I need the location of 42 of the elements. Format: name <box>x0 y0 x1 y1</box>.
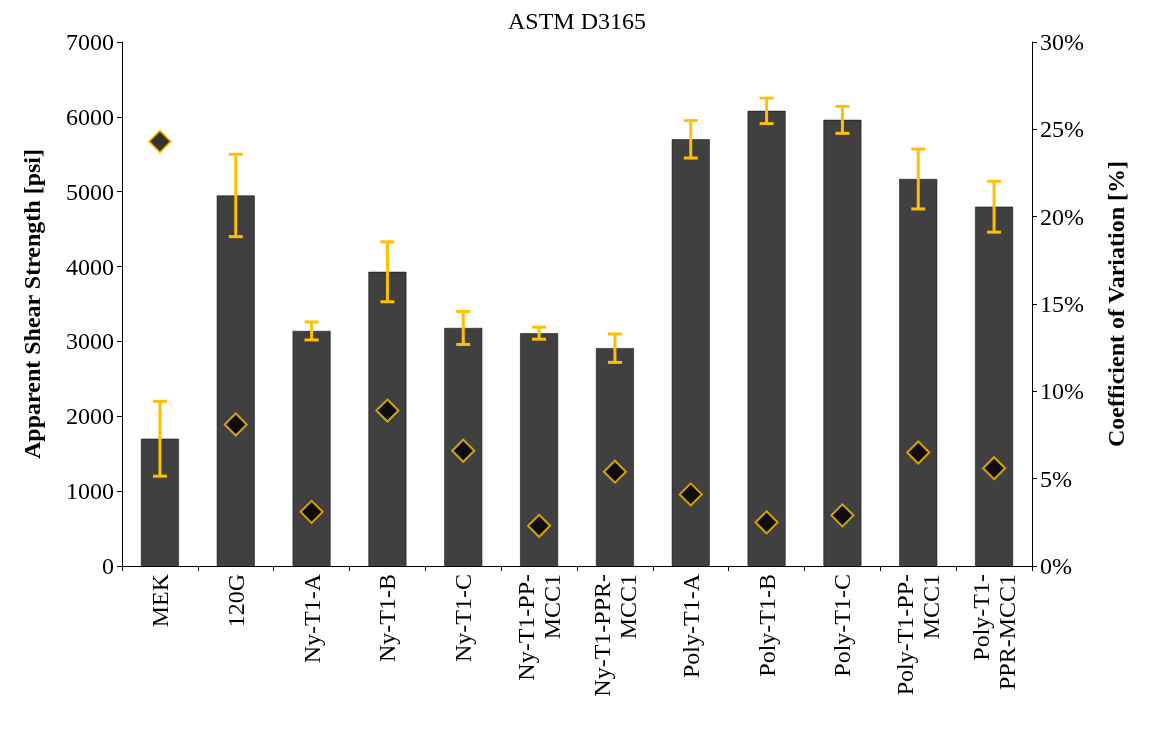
y-tick-label: 3000 <box>66 328 114 355</box>
y-tick-label: 4000 <box>66 253 114 280</box>
y-tick-label: 7000 <box>66 29 114 55</box>
y2-tick-label: 25% <box>1040 116 1084 143</box>
x-tick-label: Poly-T1-PPR-MCC1 <box>968 574 1021 691</box>
point <box>906 440 931 465</box>
point <box>375 398 400 423</box>
point <box>223 412 248 437</box>
point <box>527 513 552 538</box>
point <box>299 499 324 524</box>
point <box>982 456 1007 481</box>
x-tick-label: Poly-T1-A <box>677 573 704 678</box>
y-tick-label: 6000 <box>66 103 114 130</box>
y-tick-label: 2000 <box>66 403 114 430</box>
x-tick-label: Poly-T1-B <box>753 574 780 677</box>
x-tick-label: MEK <box>146 573 173 628</box>
y2-tick-label: 15% <box>1040 291 1084 317</box>
chart-title: ASTM D3165 <box>507 8 647 34</box>
point <box>147 129 172 154</box>
x-tick-label: Ny-T1-A <box>298 573 325 664</box>
y-tick-label: 1000 <box>66 478 114 505</box>
y-axis-title: Apparent Shear Strength [psi] <box>19 148 45 460</box>
y2-tick-label: 0% <box>1040 553 1072 579</box>
point <box>451 438 476 463</box>
y2-tick-label: 20% <box>1040 203 1084 230</box>
y2-axis-title: Coefficient of Variation [%] <box>1103 161 1129 447</box>
y-tick-label: 5000 <box>66 178 114 205</box>
point <box>754 510 779 535</box>
y2-tick-label: 30% <box>1040 29 1084 55</box>
x-tick-label: Poly-T1-C <box>829 574 856 677</box>
x-tick-label: Poly-T1-PP-MCC1 <box>892 574 945 696</box>
point <box>602 459 627 484</box>
y2-tick-label: 5% <box>1040 465 1072 492</box>
point <box>830 503 855 528</box>
x-tick-label: Ny-T1-B <box>374 574 401 662</box>
x-tick-label: Ny-T1-C <box>450 574 477 662</box>
y-tick-label: 0 <box>102 553 114 579</box>
x-tick-label: 120G <box>222 574 249 628</box>
y2-tick-label: 10% <box>1040 378 1084 405</box>
x-tick-label: Ny-T1-PP-MCC1 <box>513 574 566 681</box>
point <box>678 482 703 507</box>
x-tick-label: Ny-T1-PPR-MCC1 <box>588 573 641 697</box>
